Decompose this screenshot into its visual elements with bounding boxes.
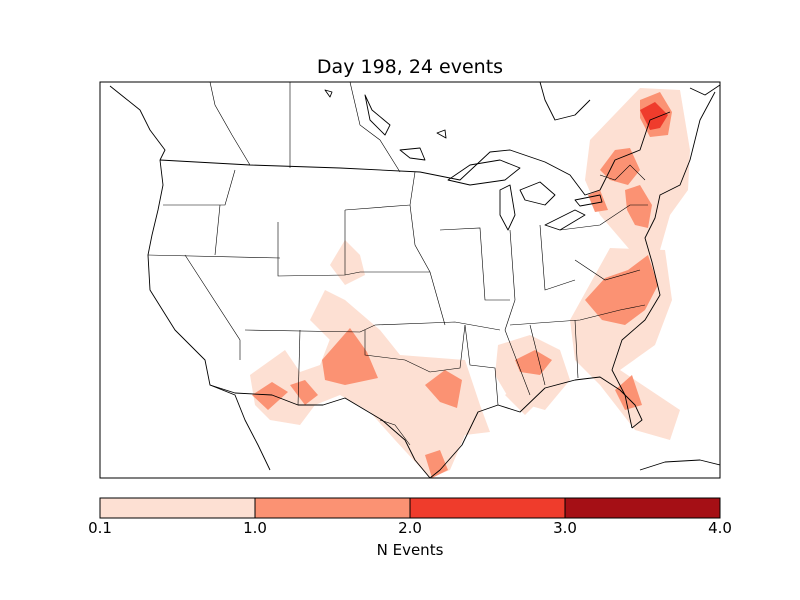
colorbar-label: N Events	[376, 541, 444, 559]
great-lakes	[499, 184, 516, 231]
density-cell	[515, 350, 552, 375]
density-cell	[625, 185, 652, 228]
density-layer	[250, 88, 690, 478]
state-border	[599, 164, 646, 181]
canada-coast	[539, 82, 591, 121]
state-border	[504, 229, 516, 331]
state-border	[214, 204, 221, 256]
state-borders	[147, 82, 648, 446]
state-border	[464, 324, 499, 406]
state-border	[364, 324, 466, 373]
density-cell	[585, 255, 658, 325]
state-border	[184, 254, 241, 360]
west-coast	[147, 159, 271, 471]
great-lakes	[544, 209, 586, 231]
colorbar	[99, 497, 721, 519]
us-canada-border	[159, 111, 671, 196]
state-border	[147, 254, 281, 259]
colorbar-tick-label: 4.0	[708, 519, 732, 537]
state-border	[379, 419, 411, 446]
canada-lakes	[436, 129, 447, 139]
state-border	[439, 227, 510, 301]
state-border	[344, 171, 416, 211]
canada-coast	[689, 84, 720, 96]
state-border	[559, 204, 648, 231]
canada-lakes	[324, 89, 333, 98]
great-lakes	[519, 181, 556, 206]
density-cell	[252, 382, 288, 410]
colorbar-tick-label: 1.0	[243, 519, 267, 537]
density-cell	[615, 375, 642, 410]
map-frame	[99, 81, 721, 479]
density-cell	[600, 148, 640, 185]
colorbar-bin	[100, 498, 255, 518]
colorbar-bin	[410, 498, 565, 518]
density-cell	[310, 290, 350, 340]
colorbar-tick-label: 2.0	[398, 519, 422, 537]
east-coast	[611, 91, 716, 429]
density-cell	[330, 240, 365, 285]
density-cell	[588, 190, 608, 212]
colorbar-tick-label: 3.0	[553, 519, 577, 537]
state-border	[509, 304, 646, 326]
state-border	[209, 82, 251, 166]
density-cell	[290, 380, 318, 405]
us-mexico-border	[209, 384, 431, 478]
basemap	[109, 82, 720, 478]
colorbar-tick-label: 0.1	[88, 519, 112, 537]
state-border	[349, 82, 401, 173]
state-border	[574, 259, 641, 281]
density-cell	[425, 370, 462, 408]
great-lakes	[574, 194, 603, 207]
density-cell	[505, 380, 540, 415]
colorbar-bin	[565, 498, 720, 518]
map-title: Day 198, 24 events	[316, 56, 504, 78]
colorbar-bin	[255, 498, 410, 518]
density-cell	[640, 102, 668, 130]
great-lakes	[447, 159, 521, 186]
state-border	[409, 204, 446, 326]
state-border	[297, 329, 301, 406]
canada-lakes	[399, 147, 426, 161]
cuba	[639, 459, 720, 471]
density-cell	[322, 328, 378, 385]
density-cell	[250, 300, 490, 478]
state-border	[504, 319, 579, 396]
state-border	[244, 321, 501, 333]
canada-lakes	[364, 94, 391, 136]
state-border	[163, 169, 236, 206]
canada-coast	[109, 85, 166, 161]
density-cell	[425, 450, 448, 478]
gulf-coast	[429, 376, 643, 478]
state-border	[539, 224, 576, 291]
